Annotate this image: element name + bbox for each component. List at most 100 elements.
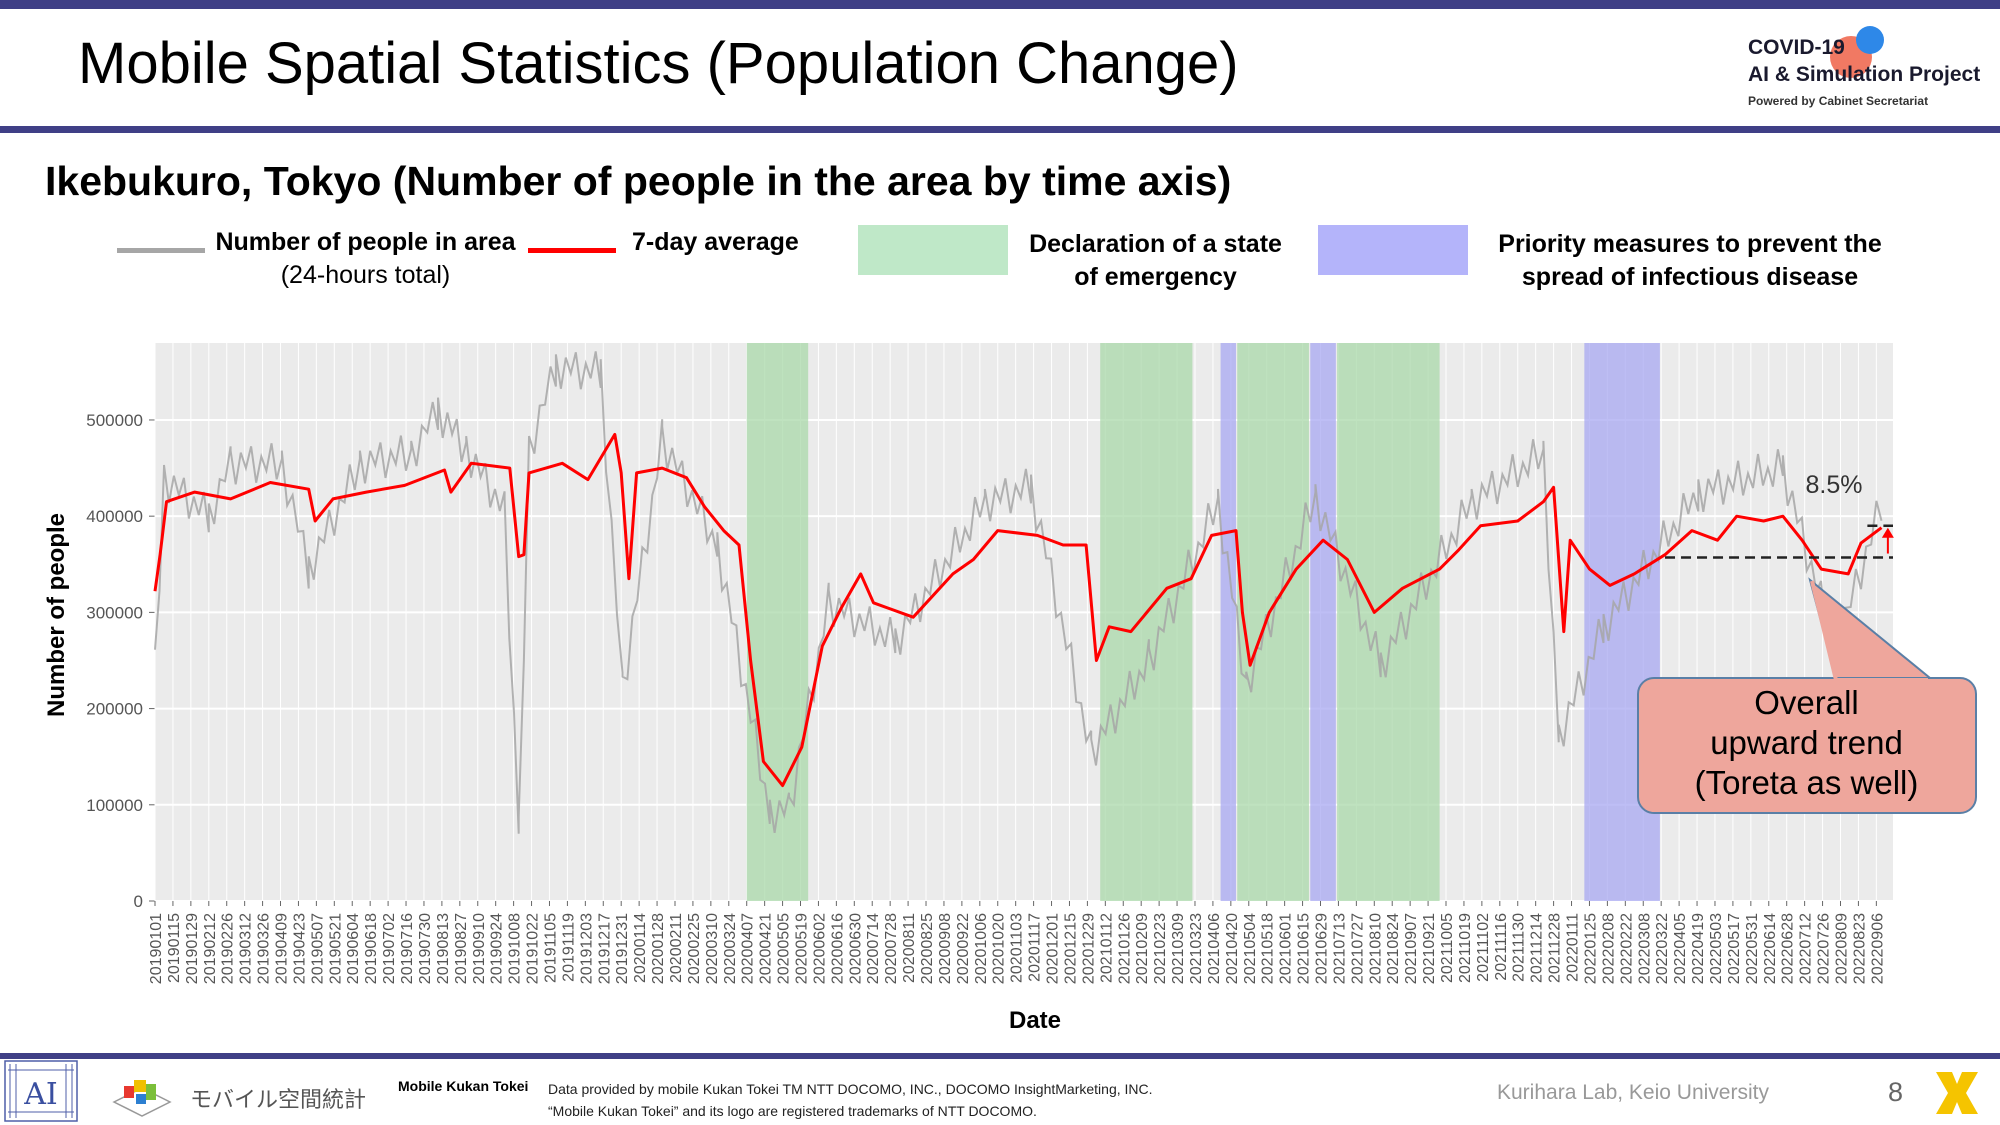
- legend-daily-text: Number of people in area: [215, 228, 516, 256]
- x-tick-label: 20200225: [686, 913, 703, 984]
- logo-blue-dot: [1856, 26, 1884, 54]
- x-tick-label: 20201229: [1080, 913, 1097, 984]
- legend-daily-subtext: (24-hours total): [280, 261, 451, 289]
- x-tick-label: 20220322: [1654, 913, 1671, 984]
- x-tick-label: 20200407: [740, 913, 757, 984]
- x-tick-label: 20210309: [1170, 913, 1187, 984]
- x-tick-label: 20191022: [525, 913, 542, 984]
- emergency-period-band: [1100, 343, 1193, 901]
- x-tick-label: 20190507: [309, 913, 326, 984]
- brand-jp-text: モバイル空間統計: [190, 1087, 367, 1112]
- legend-avg-swatch: [528, 248, 616, 253]
- mobile-kukan-tokei-logo: [112, 1080, 172, 1117]
- x-tick-label: 20190730: [417, 913, 434, 984]
- x-tick-label: 20190618: [363, 913, 380, 984]
- percent-label: 8.5%: [1806, 471, 1863, 499]
- x-tick-label: 20220308: [1636, 913, 1653, 984]
- footer-note-line1: Data provided by mobile Kukan Tokei TM N…: [548, 1081, 1153, 1097]
- x-tick-label: 20220503: [1708, 913, 1725, 984]
- x-tick-label: 20190813: [435, 913, 452, 984]
- x-tick-label: 20201215: [1062, 913, 1079, 984]
- x-tick-label: 20191119: [560, 913, 577, 982]
- x-tick-label: 20211228: [1547, 913, 1564, 983]
- svg-text:AI: AI: [23, 1077, 58, 1112]
- priority-period-band: [1220, 343, 1236, 901]
- x-axis-label: Date: [1009, 1007, 1061, 1034]
- x-tick-label: 20190312: [238, 913, 255, 984]
- daily-count-line: [154, 351, 1883, 834]
- x-tick-label: 20200519: [794, 913, 811, 984]
- x-tick-label: 20220222: [1618, 913, 1635, 984]
- footer-divider: [0, 1053, 2000, 1059]
- x-tick-label: 20220726: [1816, 913, 1833, 984]
- x-tick-label: 20220614: [1762, 913, 1779, 984]
- footer-brand-en: Mobile Kukan Tokei: [398, 1078, 529, 1094]
- increase-arrow-head: [1881, 527, 1894, 538]
- legend-priority-line2: spread of infectious disease: [1521, 263, 1859, 291]
- footer-data-note: Data provided by mobile Kukan Tokei TM N…: [548, 1078, 1153, 1122]
- callout-line2: upward trend: [1710, 724, 1903, 761]
- x-tick-label: 20210615: [1296, 913, 1313, 984]
- x-tick-label: 20210727: [1349, 913, 1366, 984]
- x-tick-label: 20191203: [578, 913, 595, 984]
- keio-lab-icon: AI: [4, 1060, 78, 1122]
- x-tick-label: 20211116: [1493, 913, 1510, 981]
- x-tick-label: 20211005: [1439, 913, 1456, 983]
- priority-period-band: [1584, 343, 1660, 901]
- x-tick-label: 20201103: [1009, 913, 1026, 983]
- title-divider: [0, 126, 2000, 133]
- x-tick-label: 20200728: [883, 913, 900, 984]
- legend-priority-line1: Priority measures to prevent the: [1498, 230, 1882, 258]
- callout-line1: Overall: [1754, 684, 1859, 721]
- x-tick-label: 20210223: [1152, 913, 1169, 984]
- x-tick-label: 20190604: [345, 913, 362, 984]
- x-tick-label: 20191217: [596, 913, 613, 984]
- x-tick-label: 20190924: [489, 913, 506, 984]
- y-tick-label: 100000: [86, 796, 143, 815]
- x-tick-label: 20190115: [166, 913, 183, 983]
- x-tick-label: 20200602: [811, 913, 828, 984]
- x-tick-label: 20200714: [865, 913, 882, 984]
- x-tick-label: 20211102: [1475, 913, 1492, 982]
- legend-emergency-line2: of emergency: [1074, 263, 1237, 291]
- callout-text: Overall upward trend (Toreta as well): [1640, 683, 1973, 803]
- x-tick-label: 20210907: [1403, 913, 1420, 984]
- x-tick-label: 20190702: [381, 913, 398, 984]
- x-tick-label: 20220809: [1833, 913, 1850, 984]
- legend-emergency-line1: Declaration of a state: [1029, 230, 1282, 258]
- x-tick-label: 20210601: [1278, 913, 1295, 984]
- x-tick-label: 20191231: [614, 913, 631, 984]
- x-tick-label: 20210323: [1188, 913, 1205, 984]
- x-tick-label: 20220405: [1672, 913, 1689, 984]
- y-tick-label: 500000: [86, 411, 143, 430]
- x-tick-label: 20220125: [1582, 913, 1599, 984]
- x-tick-label: 20190326: [256, 913, 273, 984]
- logo-line2: AI & Simulation Project: [1748, 63, 1981, 86]
- x-tick-label: 20191105: [542, 913, 559, 983]
- x-tick-label: 20200505: [776, 913, 793, 984]
- x-tick-label: 20200616: [829, 913, 846, 984]
- x-tick-label: 20220906: [1869, 913, 1886, 984]
- chart-subtitle: Ikebukuro, Tokyo (Number of people in th…: [45, 158, 1232, 204]
- x-tick-label: 20211019: [1457, 913, 1474, 983]
- slide-title: Mobile Spatial Statistics (Population Ch…: [78, 31, 1239, 96]
- x-tick-label: 20200825: [919, 913, 936, 984]
- x-tick-label: 20190129: [184, 913, 201, 984]
- x-tick-label: 20200908: [937, 913, 954, 984]
- x-tick-label: 20210810: [1367, 913, 1384, 984]
- x-tick-label: 20200421: [758, 913, 775, 984]
- priority-period-band: [1310, 343, 1336, 901]
- legend-avg-label: 7-day average: [632, 228, 799, 256]
- x-tick-label: 20200922: [955, 913, 972, 984]
- x-tick-label: 20210713: [1331, 913, 1348, 984]
- x-tick-label: 20190716: [399, 913, 416, 984]
- footer-note-line2: “Mobile Kukan Tokei” and its logo are re…: [548, 1103, 1037, 1119]
- x-tick-label: 20210112: [1098, 913, 1115, 983]
- x-tick-label: 20220208: [1600, 913, 1617, 984]
- x-tick-label: 20220517: [1726, 913, 1743, 984]
- y-tick-label: 300000: [86, 603, 143, 622]
- x-tick-label: 20200630: [847, 913, 864, 984]
- legend-daily-label: Number of people in area (24-hours total…: [213, 226, 518, 292]
- x-tick-label: 20190521: [327, 913, 344, 984]
- x-tick-label: 20210406: [1206, 913, 1223, 984]
